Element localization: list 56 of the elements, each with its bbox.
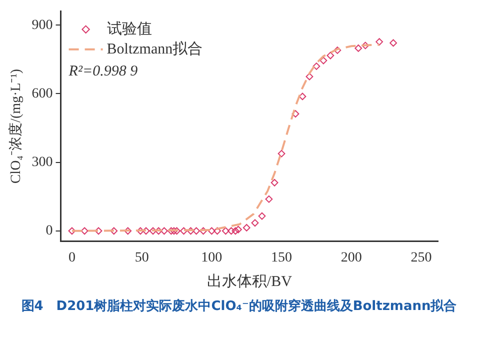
point [242, 224, 250, 232]
point [376, 38, 384, 46]
point [136, 227, 144, 235]
point [232, 227, 240, 235]
point [234, 226, 242, 234]
point [124, 227, 132, 235]
point [154, 227, 162, 235]
point [334, 46, 342, 54]
point [354, 44, 362, 52]
point [270, 178, 278, 186]
legend-label: Boltzmann拟合 [106, 40, 203, 58]
point [306, 72, 314, 80]
point [200, 227, 207, 235]
point [251, 219, 259, 227]
point [228, 227, 235, 235]
x-tick-label: 200 [340, 250, 362, 266]
point [278, 150, 286, 158]
y-axis-title: ClO₄⁻浓度/(mg·L⁻¹) [8, 68, 24, 184]
x-axis-title: 出水体积/BV [206, 272, 292, 290]
point [110, 227, 118, 235]
x-tick-label: 0 [68, 250, 76, 266]
legend-label: 试验值 [106, 20, 152, 38]
x-tick-label: 100 [201, 250, 222, 266]
y-tick-label: 600 [32, 86, 53, 102]
x-tick-label: 150 [271, 250, 292, 266]
point [320, 56, 328, 64]
point [326, 52, 334, 60]
point [80, 227, 88, 235]
point [208, 227, 216, 235]
point [292, 110, 300, 118]
x-tick-label: 50 [134, 250, 149, 266]
point [265, 195, 273, 203]
point [160, 227, 168, 235]
point [312, 62, 320, 70]
point [167, 227, 175, 235]
point [94, 227, 102, 235]
text: 图4 D201树脂柱对实际废水中ClO₄⁻的吸附穿透曲线及Boltzmann拟合 [20, 298, 458, 316]
annotation: R²=0.998 9 [68, 63, 138, 80]
point [149, 227, 157, 235]
point [390, 39, 397, 47]
point [298, 92, 306, 100]
point [68, 227, 76, 235]
point [142, 227, 150, 235]
point [170, 227, 178, 235]
point [222, 227, 230, 235]
point [258, 212, 266, 220]
y-tick-label: 0 [46, 224, 53, 239]
point [192, 227, 200, 235]
point [187, 227, 194, 235]
point [362, 42, 370, 50]
point [180, 227, 188, 235]
point [214, 227, 221, 235]
x-tick-label: 250 [410, 250, 432, 266]
point [173, 227, 180, 235]
y-tick-label: 300 [32, 154, 53, 170]
y-tick-label: 900 [32, 18, 53, 33]
